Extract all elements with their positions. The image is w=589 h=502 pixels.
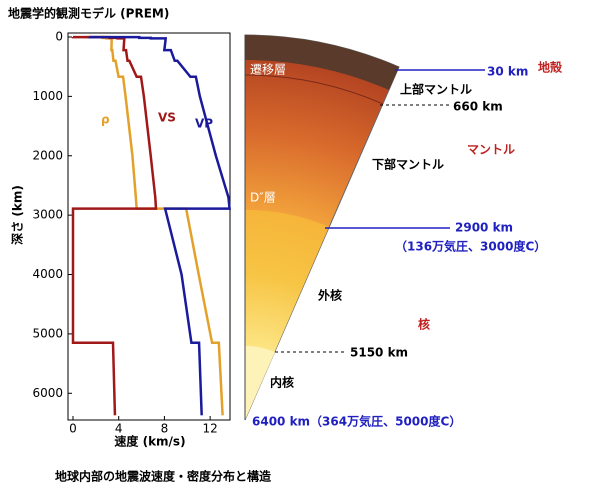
- series-label: VS: [158, 111, 176, 125]
- y-tick-label: 2000: [32, 148, 63, 162]
- caption: 地球内部の地震波速度・密度分布と構造: [55, 469, 272, 484]
- series-line: [88, 35, 231, 416]
- chart-title: 地震学的観測モデル (PREM): [8, 6, 169, 21]
- series-label: VP: [195, 117, 213, 131]
- label: （136万気圧、3000度C）: [395, 239, 546, 254]
- label: 下部マントル: [372, 157, 444, 172]
- y-tick-label: 6000: [32, 386, 63, 400]
- label: 遷移層: [250, 63, 286, 77]
- x-tick-label: 12: [203, 422, 218, 436]
- label: 上部マントル: [400, 82, 472, 97]
- transition-boundary: [244, 74, 384, 105]
- label: マントル: [467, 143, 515, 157]
- y-tick-label: 4000: [32, 267, 63, 281]
- crust: [245, 34, 399, 90]
- y-tick-label: 0: [55, 30, 63, 44]
- label: 660 km: [453, 100, 503, 114]
- x-tick-label: 8: [161, 422, 169, 436]
- x-axis-label: 速度 (km/s): [114, 434, 185, 449]
- label: 外核: [318, 288, 342, 303]
- x-tick-label: 4: [115, 422, 123, 436]
- y-tick-label: 5000: [32, 326, 63, 340]
- y-tick-label: 1000: [32, 89, 63, 103]
- y-tick-label: 3000: [32, 208, 63, 222]
- inner-core: [245, 345, 275, 420]
- y-axis-label: 深さ (km): [10, 185, 25, 245]
- x-tick-label: 0: [69, 422, 77, 436]
- earth-diagram: 遷移層 30 km 地殻 上部マントル 660 km マントル 下部マントル D…: [244, 34, 563, 429]
- series-line: [71, 35, 158, 416]
- label: 6400 km（364万気圧、5000度C）: [252, 414, 461, 429]
- label: 2900 km: [455, 221, 513, 235]
- label: 地殻: [538, 60, 563, 75]
- label: 内核: [270, 375, 294, 390]
- label: 5150 km: [350, 346, 408, 360]
- label: D″層: [250, 191, 276, 205]
- series-label: ρ: [101, 113, 110, 127]
- series-line: [83, 35, 224, 416]
- label: 30 km: [487, 65, 528, 79]
- plot-frame: [67, 32, 231, 421]
- label: 核: [418, 317, 430, 332]
